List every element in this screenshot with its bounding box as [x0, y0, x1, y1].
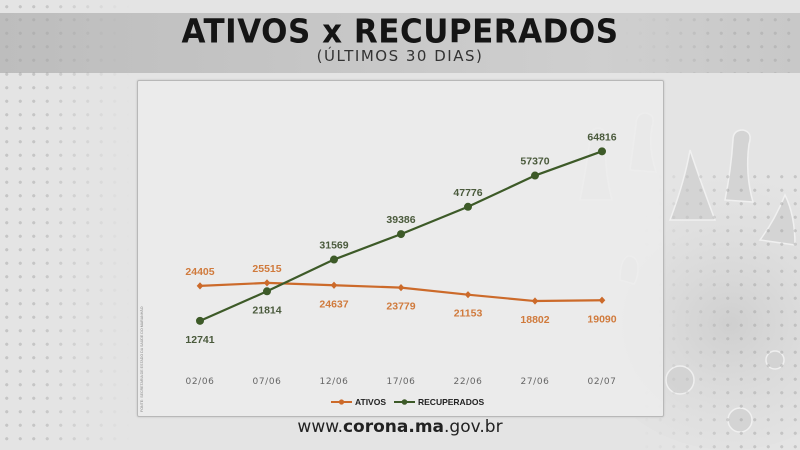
data-label-ativos: 21153	[454, 308, 483, 320]
x-tick-label: 27/06	[521, 377, 550, 387]
banner-dots-left	[0, 13, 130, 73]
x-tick-label: 12/06	[320, 377, 349, 387]
legend: ATIVOS RECUPERADOS	[331, 397, 484, 407]
data-point-ativos	[263, 279, 271, 287]
x-tick-label: 02/06	[186, 377, 215, 387]
legend-label-ativos: ATIVOS	[355, 397, 386, 407]
data-point-recuperados	[397, 230, 405, 239]
legend-label-recuperados: RECUPERADOS	[418, 397, 484, 407]
page-title: ATIVOS x RECUPERADOS	[181, 13, 619, 51]
banner-dots-right	[620, 13, 800, 73]
data-point-ativos	[464, 291, 472, 299]
data-label-recuperados: 39386	[386, 214, 415, 226]
legend-item-ativos[interactable]: ATIVOS	[331, 397, 386, 407]
footer-url[interactable]: www.corona.ma.gov.br	[0, 417, 800, 437]
source-note: FONTE: SECRETARIA DE ESTADO DA SAÚDE DO …	[140, 306, 144, 413]
series-ativos	[196, 279, 606, 305]
data-label-ativos: 18802	[520, 314, 549, 326]
data-point-ativos	[598, 296, 606, 304]
page-subtitle: (ÚLTIMOS 30 DIAS)	[316, 47, 484, 65]
dot-pattern-left	[0, 0, 130, 450]
data-label-recuperados: 31569	[319, 240, 348, 252]
data-label-recuperados: 21814	[252, 304, 281, 316]
data-point-recuperados	[598, 147, 606, 156]
data-point-ativos	[531, 297, 539, 305]
footer-url-prefix: www.	[297, 417, 343, 437]
x-tick-label: 02/07	[588, 377, 617, 387]
series-recuperados	[196, 147, 606, 325]
x-tick-label: 22/06	[454, 377, 483, 387]
data-labels: 24405 25515 24637 23779 21153 18802 19090 12741…	[185, 131, 616, 346]
footer-url-bold: corona.ma	[342, 417, 445, 437]
data-point-ativos	[330, 281, 338, 289]
data-point-ativos	[397, 283, 405, 292]
chart-panel	[137, 80, 664, 417]
data-label-recuperados: 47776	[453, 187, 482, 199]
x-tick-label: 07/06	[253, 377, 282, 387]
data-point-recuperados	[531, 171, 539, 180]
x-tick-label: 17/06	[387, 377, 416, 387]
data-point-recuperados	[196, 316, 204, 325]
footer-url-suffix: .gov.br	[444, 417, 503, 437]
data-label-ativos: 24405	[185, 266, 214, 278]
title-banner	[0, 13, 800, 73]
data-label-ativos: 24637	[319, 298, 348, 310]
data-label-recuperados: 64816	[587, 131, 616, 143]
data-label-recuperados: 12741	[185, 334, 214, 346]
data-label-ativos: 19090	[587, 313, 616, 325]
data-label-recuperados: 57370	[520, 156, 549, 168]
legend-item-recuperados[interactable]: RECUPERADOS	[394, 397, 484, 407]
data-label-ativos: 23779	[386, 301, 415, 313]
x-axis-ticks: 02/06 07/06 12/06 17/06 22/06 27/06 02/07	[186, 377, 617, 387]
dot-pattern-right	[640, 170, 800, 450]
data-point-ativos	[196, 282, 204, 290]
data-point-recuperados	[464, 202, 472, 211]
data-point-recuperados	[330, 255, 338, 264]
data-point-recuperados	[263, 287, 271, 296]
data-label-ativos: 25515	[252, 263, 281, 275]
